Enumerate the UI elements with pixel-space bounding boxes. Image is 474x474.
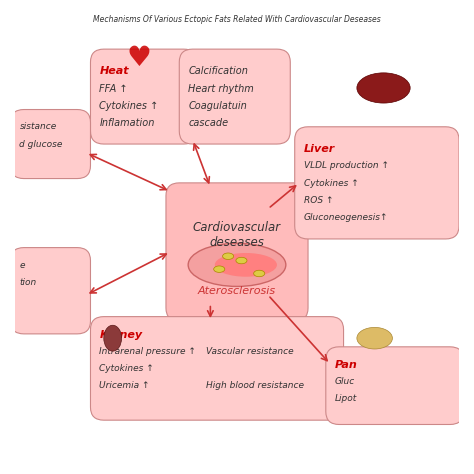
Text: Intrarenal pressure ↑: Intrarenal pressure ↑ <box>100 347 196 356</box>
FancyBboxPatch shape <box>179 49 290 144</box>
Text: cascade: cascade <box>188 118 228 128</box>
Ellipse shape <box>357 328 392 349</box>
Text: tion: tion <box>19 278 36 287</box>
Ellipse shape <box>188 243 286 286</box>
Text: FFA ↑: FFA ↑ <box>100 83 128 94</box>
Ellipse shape <box>357 73 410 103</box>
Text: Gluconeogenesis↑: Gluconeogenesis↑ <box>304 213 388 222</box>
Text: d glucose: d glucose <box>19 140 63 149</box>
Text: sistance: sistance <box>19 122 57 131</box>
Ellipse shape <box>214 266 225 273</box>
FancyBboxPatch shape <box>91 317 344 420</box>
Text: Kidney: Kidney <box>100 329 143 339</box>
Text: High blood resistance: High blood resistance <box>206 382 304 391</box>
Ellipse shape <box>104 325 121 351</box>
Text: Gluc: Gluc <box>335 377 355 386</box>
Text: Cytokines ↑: Cytokines ↑ <box>100 101 159 111</box>
Text: ROS ↑: ROS ↑ <box>304 196 333 205</box>
FancyBboxPatch shape <box>10 247 91 334</box>
Text: Cardiovascular
deseases: Cardiovascular deseases <box>193 221 281 249</box>
Text: VLDL production ↑: VLDL production ↑ <box>304 161 389 170</box>
Ellipse shape <box>236 257 247 264</box>
Text: Vascular resistance: Vascular resistance <box>206 347 293 356</box>
Ellipse shape <box>215 253 277 277</box>
Text: ♥: ♥ <box>127 44 152 72</box>
FancyBboxPatch shape <box>166 183 308 321</box>
Text: Cytokines ↑: Cytokines ↑ <box>304 179 358 188</box>
Ellipse shape <box>254 270 265 277</box>
FancyBboxPatch shape <box>295 127 459 239</box>
Title: Mechanisms Of Various Ectopic Fats Related With Cardiovascular Deseases: Mechanisms Of Various Ectopic Fats Relat… <box>93 15 381 24</box>
Text: Coagulatuin: Coagulatuin <box>188 101 247 111</box>
Text: e: e <box>19 261 25 270</box>
Text: Lipot: Lipot <box>335 394 357 403</box>
FancyBboxPatch shape <box>326 347 464 425</box>
Text: Liver: Liver <box>304 144 335 154</box>
Text: Cytokines ↑: Cytokines ↑ <box>100 364 154 373</box>
Text: Aterosclerosis: Aterosclerosis <box>198 286 276 296</box>
Text: Heart rhythm: Heart rhythm <box>188 83 254 94</box>
FancyBboxPatch shape <box>10 109 91 179</box>
Ellipse shape <box>223 253 234 259</box>
Text: Pan: Pan <box>335 360 357 370</box>
Text: Heat: Heat <box>100 66 129 76</box>
FancyBboxPatch shape <box>91 49 197 144</box>
Text: Calcification: Calcification <box>188 66 248 76</box>
Text: Uricemia ↑: Uricemia ↑ <box>100 382 150 391</box>
Text: Inflamation: Inflamation <box>100 118 155 128</box>
